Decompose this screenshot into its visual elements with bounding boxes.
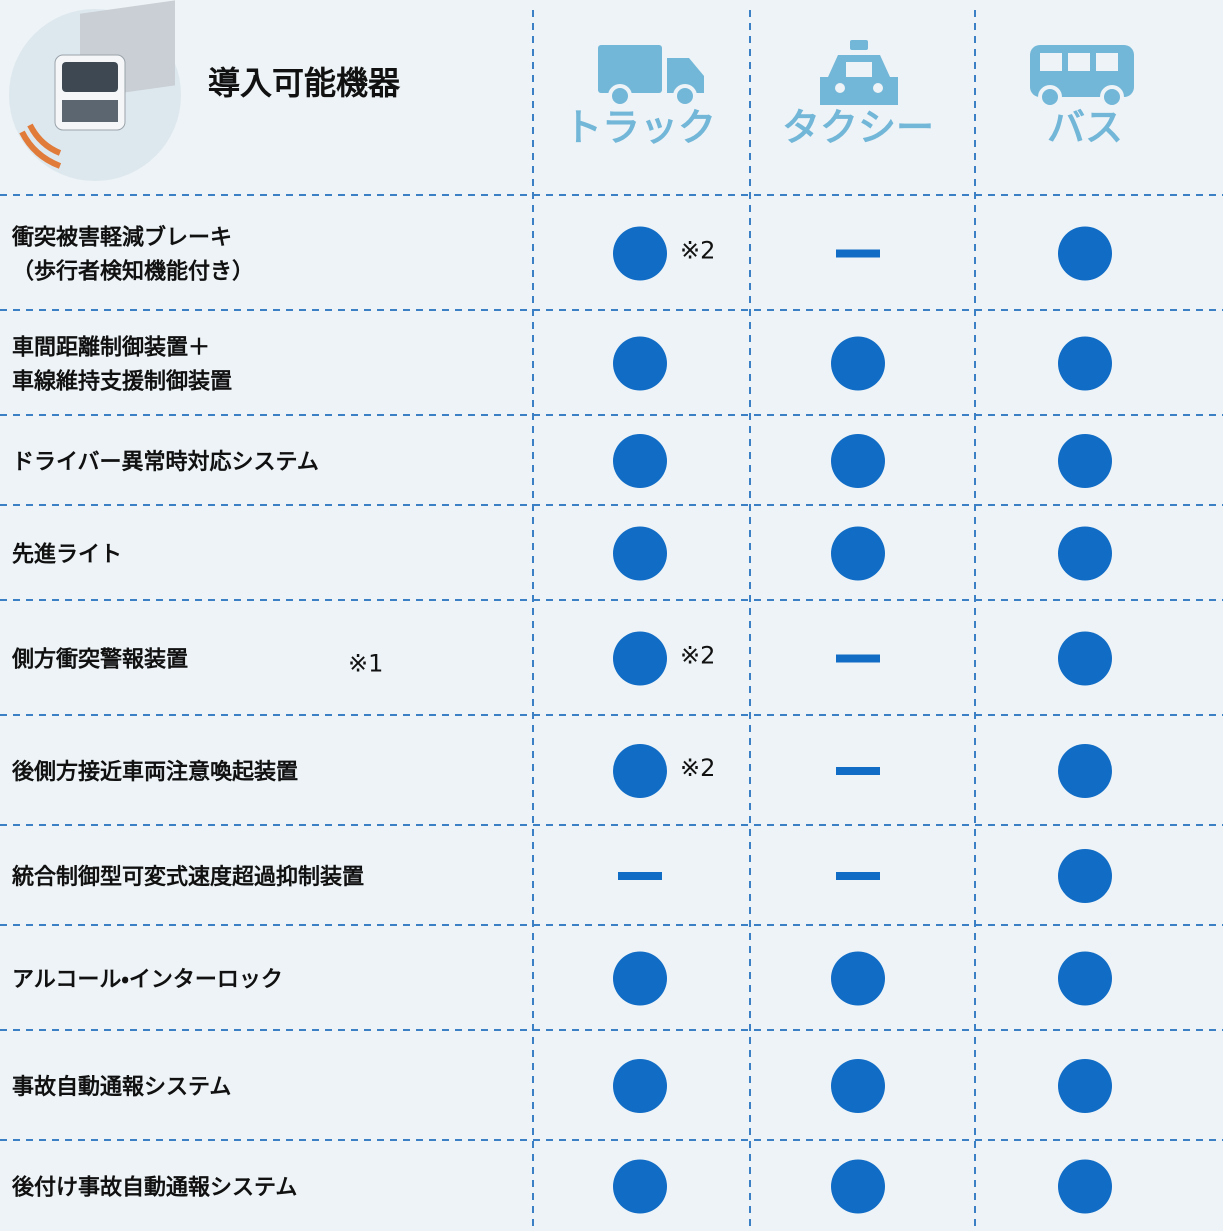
row-label: 衝突被害軽減ブレーキ	[11, 225, 232, 251]
cell-note: ※2	[680, 642, 715, 670]
available-mark	[1058, 1159, 1112, 1214]
unavailable-mark	[618, 872, 662, 880]
column-header: バス	[1047, 106, 1123, 150]
available-mark	[831, 434, 885, 488]
column-header: タクシー	[782, 106, 934, 150]
header-title: 導入可能機器	[208, 64, 401, 102]
available-mark	[613, 631, 667, 686]
unavailable-mark	[836, 654, 880, 663]
row-label: 車線維持支援制御装置	[12, 369, 232, 395]
available-mark	[831, 951, 885, 1006]
available-mark	[613, 1159, 667, 1214]
available-mark	[613, 951, 667, 1006]
row-label: ドライバー異常時対応システム	[12, 449, 319, 475]
bus-icon	[1030, 45, 1134, 109]
available-mark	[1058, 849, 1112, 903]
taxi-icon	[820, 40, 898, 105]
available-mark	[1058, 951, 1112, 1006]
row-label: アルコール・インターロック	[12, 968, 283, 993]
available-mark	[1058, 434, 1112, 488]
cell-note: ※2	[680, 754, 715, 782]
available-mark	[831, 1059, 885, 1113]
available-mark	[1058, 631, 1112, 686]
available-mark	[1058, 744, 1112, 798]
available-mark	[1058, 1059, 1112, 1113]
available-mark	[831, 1159, 885, 1214]
available-mark	[613, 526, 667, 581]
available-mark	[613, 744, 667, 798]
cell-note: ※2	[680, 237, 715, 265]
available-mark	[1058, 526, 1112, 581]
available-mark	[1058, 226, 1112, 281]
available-mark	[1058, 336, 1112, 391]
available-mark	[831, 336, 885, 391]
row-label: 後付け事故自動通報システム	[11, 1175, 297, 1201]
header-illustration	[9, 0, 181, 181]
row-label: 先進ライト	[12, 542, 122, 568]
available-mark	[613, 1059, 667, 1113]
row-label: 側方衝突警報装置	[11, 647, 188, 673]
unavailable-mark	[836, 767, 880, 775]
row-label: 事故自動通報システム	[12, 1074, 231, 1100]
available-mark	[613, 336, 667, 391]
row-label: （歩行者検知機能付き）	[12, 259, 254, 285]
truck-icon	[598, 45, 704, 108]
column-header: トラック	[564, 106, 716, 150]
row-label: 後側方接近車両注意喚起装置	[11, 759, 298, 785]
unavailable-mark	[836, 249, 880, 258]
row-label: 車間距離制御装置＋	[12, 335, 210, 361]
unavailable-mark	[836, 872, 880, 880]
row-note: ※1	[348, 650, 383, 678]
available-mark	[831, 526, 885, 581]
row-label: 統合制御型可変式速度超過抑制装置	[11, 864, 364, 890]
available-mark	[613, 434, 667, 488]
available-mark	[613, 226, 667, 281]
